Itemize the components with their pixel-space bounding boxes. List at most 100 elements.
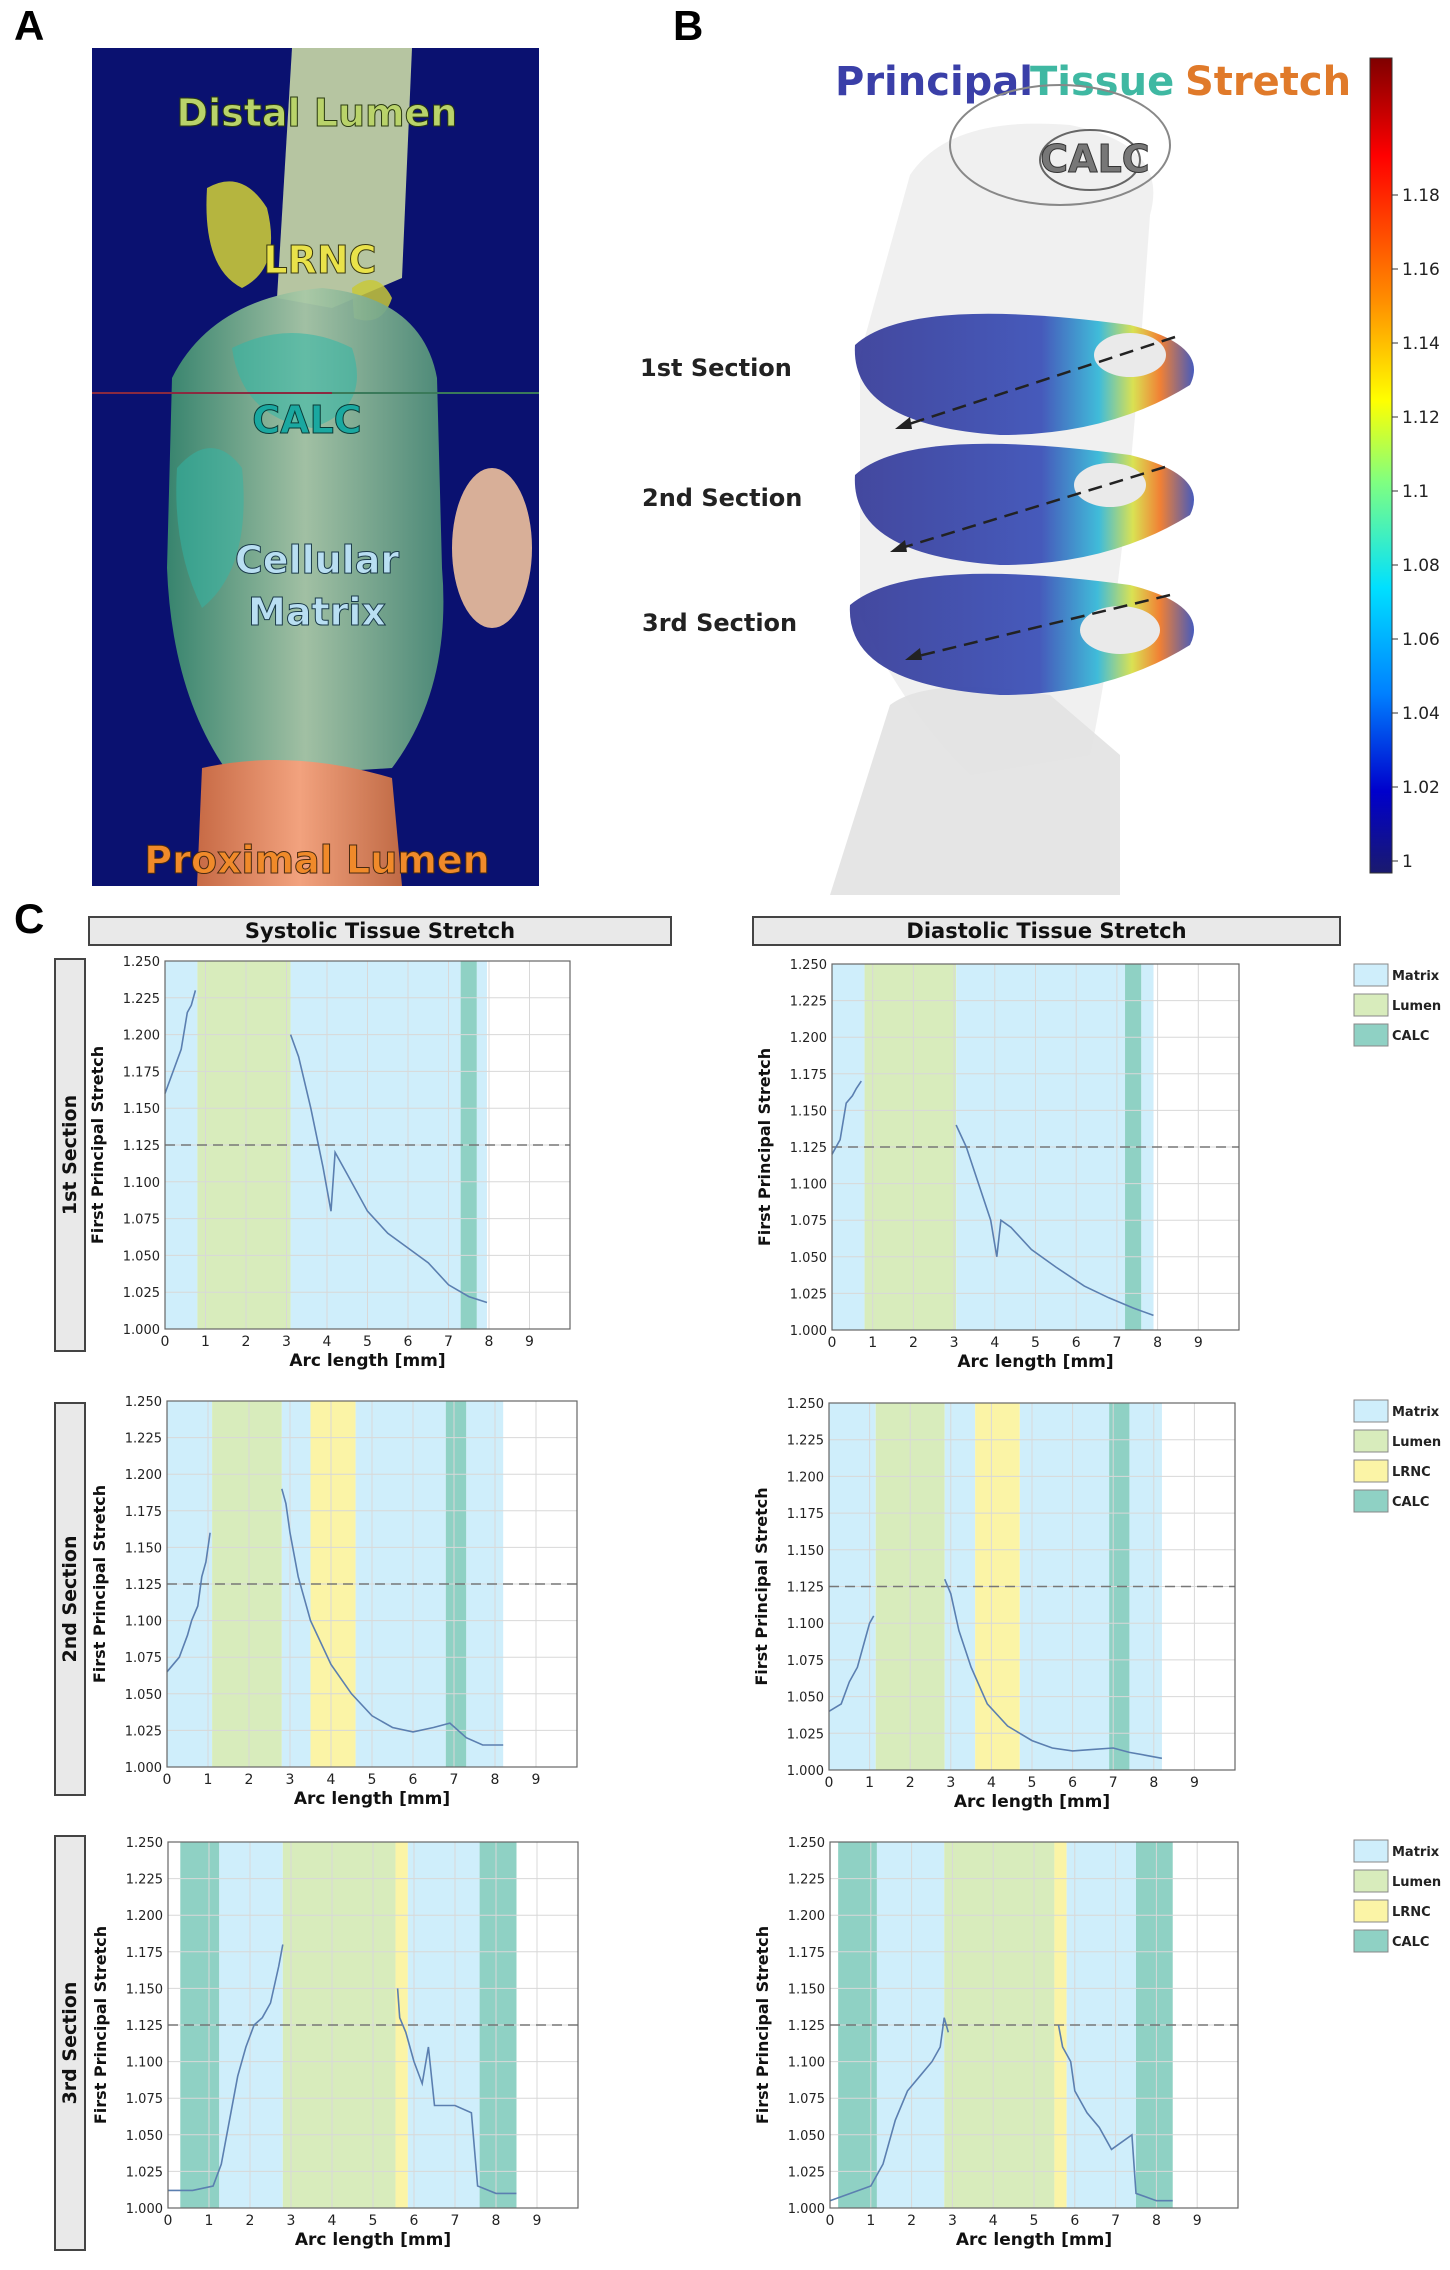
colorbar-tick-label: 1	[1402, 852, 1413, 872]
stretch-series-line	[1057, 2024, 1173, 2202]
y-tick-label: 1.050	[787, 1691, 824, 1706]
chart-5: 0 1 2 3 4 5 6 7 8 9 1.000 1.025 1.050 1.075 1.100 1.125…	[91, 1836, 579, 2250]
stretch-series-line	[831, 1080, 862, 1155]
y-tick-label: 1.250	[126, 1836, 163, 1851]
y-tick-label: 1.125	[787, 1581, 824, 1596]
y-tick-label: 1.000	[788, 2202, 825, 2217]
x-axis-label: Arc length [mm]	[957, 1352, 1113, 1372]
plot-frame	[164, 960, 571, 1330]
plot-frame	[831, 963, 1240, 1331]
x-tick-label: 6	[410, 2213, 419, 2229]
x-tick-label: 1	[204, 1772, 213, 1788]
panel-letter-a: A	[14, 2, 45, 49]
y-tick-label: 1.050	[790, 1251, 827, 1266]
section-label-3: 3rd Section	[642, 609, 798, 637]
y-tick-label: 1.075	[123, 1213, 160, 1228]
x-axis-label: Arc length [mm]	[294, 1789, 450, 1809]
y-axis-label: First Principal Stretch	[755, 1048, 774, 1246]
legend-swatch-lrnc	[1353, 1899, 1389, 1923]
chart-1: 0 1 2 3 4 5 6 7 8 9 1.000 1.025 1.050 1.075 1.100 1.125…	[88, 955, 571, 1371]
x-tick-label: 3	[282, 1334, 291, 1350]
stretch-series-line	[166, 1532, 211, 1673]
stretch-series-line	[281, 1488, 504, 1746]
colorbar-tick-label: 1.1	[1402, 482, 1429, 502]
y-tick-label: 1.200	[790, 1031, 827, 1046]
y-tick-label: 1.050	[126, 2129, 163, 2144]
y-tick-label: 1.075	[788, 2092, 825, 2107]
colorbar	[1369, 57, 1393, 874]
y-tick-label: 1.025	[123, 1286, 160, 1301]
y-tick-label: 1.025	[790, 1287, 827, 1302]
label-cellular: Cellular	[235, 538, 399, 582]
x-tick-label: 6	[1070, 2213, 1079, 2229]
legend-swatch-calc	[1353, 1023, 1389, 1047]
legend-label: Matrix	[1392, 1405, 1440, 1420]
x-tick-label: 2	[909, 1335, 918, 1351]
x-tick-label: 3	[948, 2213, 957, 2229]
stretch-series-line	[955, 1124, 1154, 1317]
chart-2: 0 1 2 3 4 5 6 7 8 9 1.000 1.025 1.050 1.075 1.100 1.125…	[755, 958, 1240, 1372]
label-distal-lumen: Distal Lumen	[177, 91, 458, 135]
colorbar-tick-label: 1.04	[1402, 704, 1440, 724]
y-tick-label: 1.075	[787, 1654, 824, 1669]
x-tick-label: 1	[205, 2213, 214, 2229]
plot-frame	[166, 1400, 578, 1768]
y-tick-label: 1.025	[788, 2165, 825, 2180]
x-tick-label: 3	[950, 1335, 959, 1351]
y-axis-label: First Principal Stretch	[752, 1487, 771, 1685]
y-tick-label: 1.150	[125, 1541, 162, 1556]
label-lrnc: LRNC	[263, 238, 376, 282]
y-tick-label: 1.100	[126, 2056, 163, 2071]
y-tick-label: 1.250	[123, 955, 160, 970]
x-tick-label: 4	[989, 2213, 998, 2229]
y-tick-label: 1.200	[125, 1468, 162, 1483]
x-tick-label: 0	[161, 1334, 170, 1350]
x-tick-label: 5	[369, 2213, 378, 2229]
colorbar-tick-label: 1.06	[1402, 630, 1440, 650]
x-tick-label: 7	[1111, 2213, 1120, 2229]
y-tick-label: 1.150	[126, 1982, 163, 1997]
y-tick-label: 1.025	[787, 1727, 824, 1742]
y-axis-label: First Principal Stretch	[753, 1926, 772, 2124]
y-tick-label: 1.025	[126, 2165, 163, 2180]
x-tick-label: 8	[1149, 1775, 1158, 1791]
x-tick-label: 8	[491, 1772, 500, 1788]
title-principal: Principal	[835, 59, 1033, 105]
x-tick-label: 4	[990, 1335, 999, 1351]
x-tick-label: 4	[323, 1334, 332, 1350]
x-tick-label: 8	[492, 2213, 501, 2229]
y-tick-label: 1.175	[790, 1068, 827, 1083]
x-tick-label: 7	[451, 2213, 460, 2229]
x-tick-label: 1	[865, 1775, 874, 1791]
x-tick-label: 7	[444, 1334, 453, 1350]
legend-label: Lumen	[1392, 1435, 1441, 1450]
legend-label: Matrix	[1392, 969, 1440, 984]
calc-label-b: CALC	[1040, 137, 1149, 181]
x-tick-label: 5	[1031, 1335, 1040, 1351]
x-tick-label: 9	[1193, 2213, 1202, 2229]
panel-letter-b: B	[673, 2, 704, 49]
x-tick-label: 9	[1194, 1335, 1203, 1351]
y-tick-label: 1.125	[125, 1578, 162, 1593]
y-tick-label: 1.150	[788, 1982, 825, 1997]
y-tick-label: 1.125	[123, 1139, 160, 1154]
y-tick-label: 1.075	[126, 2092, 163, 2107]
y-tick-label: 1.000	[126, 2202, 163, 2217]
legend: Matrix Lumen LRNC CALC	[1353, 1399, 1441, 1513]
y-tick-label: 1.075	[790, 1214, 827, 1229]
x-tick-label: 3	[946, 1775, 955, 1791]
x-tick-label: 6	[1072, 1335, 1081, 1351]
y-tick-label: 1.050	[123, 1249, 160, 1264]
y-tick-label: 1.225	[125, 1432, 162, 1447]
legend-swatch-matrix	[1353, 1399, 1389, 1423]
x-tick-label: 2	[246, 2213, 255, 2229]
x-tick-label: 8	[485, 1334, 494, 1350]
x-tick-label: 0	[163, 1772, 172, 1788]
y-tick-label: 1.200	[123, 1029, 160, 1044]
label-proximal-lumen: Proximal Lumen	[144, 838, 489, 882]
col-header-diastolic: Diastolic Tissue Stretch	[752, 916, 1341, 946]
x-tick-label: 0	[825, 1775, 834, 1791]
chart-3: 0 1 2 3 4 5 6 7 8 9 1.000 1.025 1.050 1.075 1.100 1.125…	[90, 1395, 578, 1809]
x-axis-label: Arc length [mm]	[289, 1351, 445, 1371]
y-tick-label: 1.175	[787, 1507, 824, 1522]
